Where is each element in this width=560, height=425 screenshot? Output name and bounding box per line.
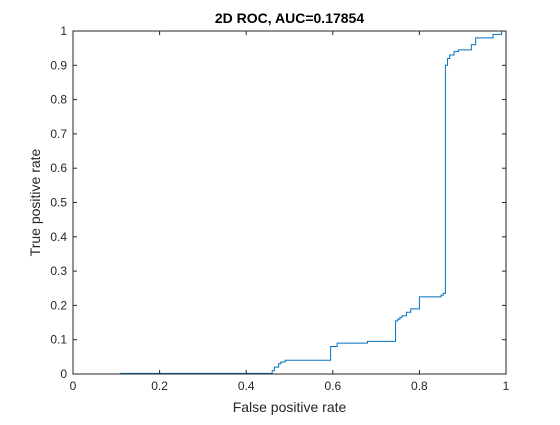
y-tick-label: 0.5	[50, 196, 67, 210]
plot-line-layer	[73, 30, 506, 375]
y-tick-label: 0.2	[50, 298, 67, 312]
x-tick-label: 0.8	[411, 379, 428, 393]
x-tick-label: 0.6	[324, 379, 341, 393]
y-tick-label: 0.1	[50, 333, 67, 347]
x-axis-ticks: 0 0.2 0.4 0.6 0.8 1	[70, 31, 510, 393]
x-tick-label: 0.4	[238, 379, 255, 393]
roc-curve-line	[73, 30, 506, 375]
y-tick-label: 0	[60, 367, 67, 381]
x-axis-label: False positive rate	[233, 399, 347, 415]
y-tick-label: 0.3	[50, 264, 67, 278]
y-tick-label: 0.9	[50, 58, 67, 72]
plot-area	[73, 31, 506, 374]
y-axis-label: True positive rate	[27, 148, 43, 256]
chart-title: 2D ROC, AUC=0.17854	[215, 10, 364, 26]
y-axis-ticks: 0 0.1 0.2 0.3 0.4 0.5 0.6 0.7 0.8 0.9 1	[50, 24, 506, 381]
y-tick-label: 1	[60, 24, 67, 38]
x-tick-label: 1	[503, 379, 510, 393]
x-tick-label: 0.2	[151, 379, 168, 393]
y-tick-label: 0.6	[50, 161, 67, 175]
x-tick-label: 0	[70, 379, 77, 393]
y-tick-label: 0.8	[50, 93, 67, 107]
y-tick-label: 0.4	[50, 230, 67, 244]
y-tick-label: 0.7	[50, 127, 67, 141]
